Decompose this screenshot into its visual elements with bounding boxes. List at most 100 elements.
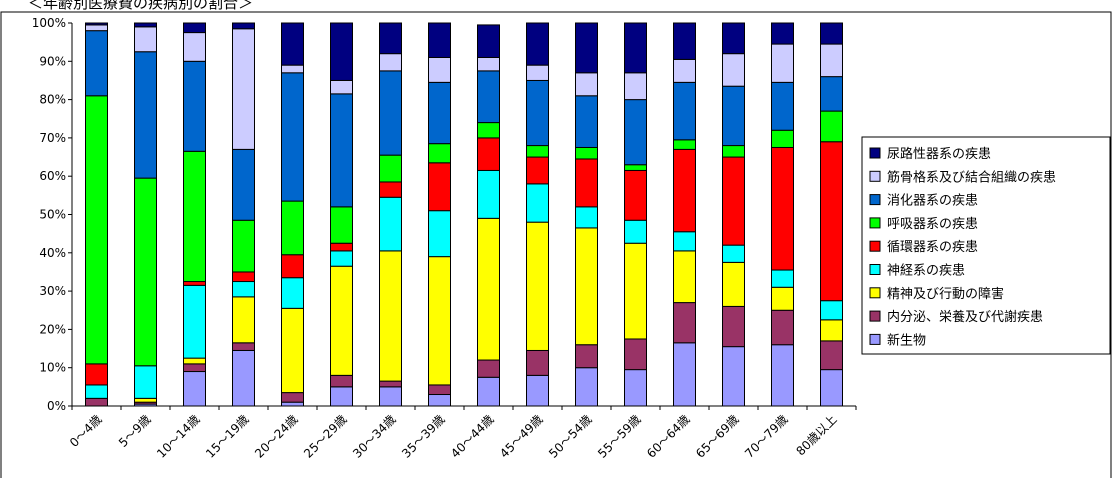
bar-segment <box>575 206 598 229</box>
bar-segment <box>232 271 255 283</box>
bar-segment <box>575 158 598 208</box>
bar-segment <box>85 397 108 407</box>
bar-segment <box>428 81 451 145</box>
y-tick-label: 30% <box>39 284 66 298</box>
legend-swatch <box>869 217 881 229</box>
bar-segment <box>428 143 451 164</box>
bar-segment <box>379 380 402 388</box>
bar-segment <box>428 22 451 58</box>
bar-segment <box>673 148 696 233</box>
legend-label: 呼吸器系の疾患 <box>887 217 978 232</box>
bar-segment <box>722 53 745 87</box>
bar-segment <box>183 60 206 152</box>
bar-segment <box>771 269 794 288</box>
bar-segment <box>722 22 745 55</box>
bar-segment <box>134 22 157 28</box>
bar-segment <box>575 95 598 148</box>
bar-segment <box>722 145 745 158</box>
bar-segment <box>820 141 843 302</box>
bar-segment <box>330 265 353 376</box>
bar-segment <box>183 32 206 62</box>
legend-swatch <box>869 194 881 206</box>
bar-segment <box>232 148 255 221</box>
bar-segment <box>477 122 500 139</box>
bar-segment <box>820 369 843 407</box>
bar-segment <box>820 340 843 371</box>
bar-segment <box>624 169 647 221</box>
bar-segment <box>330 250 353 267</box>
bar-segment <box>820 43 843 78</box>
y-tick-label: 90% <box>39 54 66 68</box>
bar-segment <box>85 24 108 32</box>
bar-segment <box>379 250 402 382</box>
bar-segment <box>526 183 549 223</box>
bar-segment <box>477 70 500 124</box>
bar-segment <box>820 22 843 45</box>
bar-segment <box>330 93 353 208</box>
bar-segment <box>771 309 794 346</box>
bar-segment <box>379 386 402 407</box>
bar-segment <box>232 219 255 273</box>
bar-segment <box>281 392 304 403</box>
bar-segment <box>575 344 598 369</box>
bar-segment <box>526 374 549 407</box>
bar-segment <box>232 28 255 150</box>
bar-segment <box>820 300 843 321</box>
bar-segment <box>85 384 108 399</box>
y-tick-labels: 0% 10% 20% 30% 40% 50% 60% 70% 80% 90% 100% <box>32 16 72 413</box>
bar-segment <box>771 43 794 83</box>
bar-segment <box>771 286 794 311</box>
bar-segment <box>281 401 304 407</box>
bar-segment <box>722 156 745 246</box>
bar-segment <box>771 22 794 45</box>
y-tick-label: 80% <box>39 93 66 107</box>
bar-segment <box>820 110 843 143</box>
bar-segment <box>575 367 598 407</box>
bar-segment <box>477 217 500 361</box>
bar-segment <box>624 242 647 340</box>
bar-segment <box>526 79 549 147</box>
legend-swatch <box>869 333 881 345</box>
bar-segment <box>624 219 647 244</box>
bar-segment <box>624 22 647 74</box>
bar-segment <box>183 284 206 359</box>
bar-segment <box>134 26 157 53</box>
y-tick-label: 10% <box>39 361 66 375</box>
bar-segment <box>526 145 549 158</box>
bar-segment <box>330 242 353 252</box>
legend-label: 循環器系の疾患 <box>887 240 978 255</box>
y-tick-label: 0% <box>47 399 66 413</box>
bar-segment <box>477 24 500 58</box>
bar-segment <box>526 349 549 376</box>
bar-segment <box>232 349 255 407</box>
y-tick-label: 100% <box>32 16 66 30</box>
bar-segment <box>428 384 451 396</box>
bar-segment <box>722 244 745 263</box>
legend-swatch <box>869 240 881 252</box>
y-tick-label: 60% <box>39 169 66 183</box>
bar-segment <box>134 177 157 367</box>
bar-segment <box>379 70 402 156</box>
bar-segment <box>722 305 745 348</box>
bar-segment <box>526 22 549 66</box>
bar-segment <box>477 137 500 171</box>
bar-segment <box>820 319 843 342</box>
y-tick-label: 40% <box>39 246 66 260</box>
bar-segment <box>428 256 451 386</box>
bar-segment <box>624 369 647 407</box>
bar-segment <box>281 200 304 256</box>
bar-segment <box>183 357 206 365</box>
bar-segment <box>232 342 255 351</box>
bar-segment <box>379 154 402 183</box>
bar-segment <box>232 22 255 30</box>
legend-swatch <box>869 170 881 182</box>
bar-segment <box>575 227 598 346</box>
bar-segment <box>183 363 206 373</box>
bar-segment <box>330 79 353 95</box>
bar-segment <box>85 363 108 386</box>
bar-segment <box>428 394 451 407</box>
bar-segment <box>85 95 108 365</box>
bar-segment <box>428 162 451 212</box>
y-tick-label: 20% <box>39 322 66 336</box>
bar-segment <box>379 22 402 55</box>
